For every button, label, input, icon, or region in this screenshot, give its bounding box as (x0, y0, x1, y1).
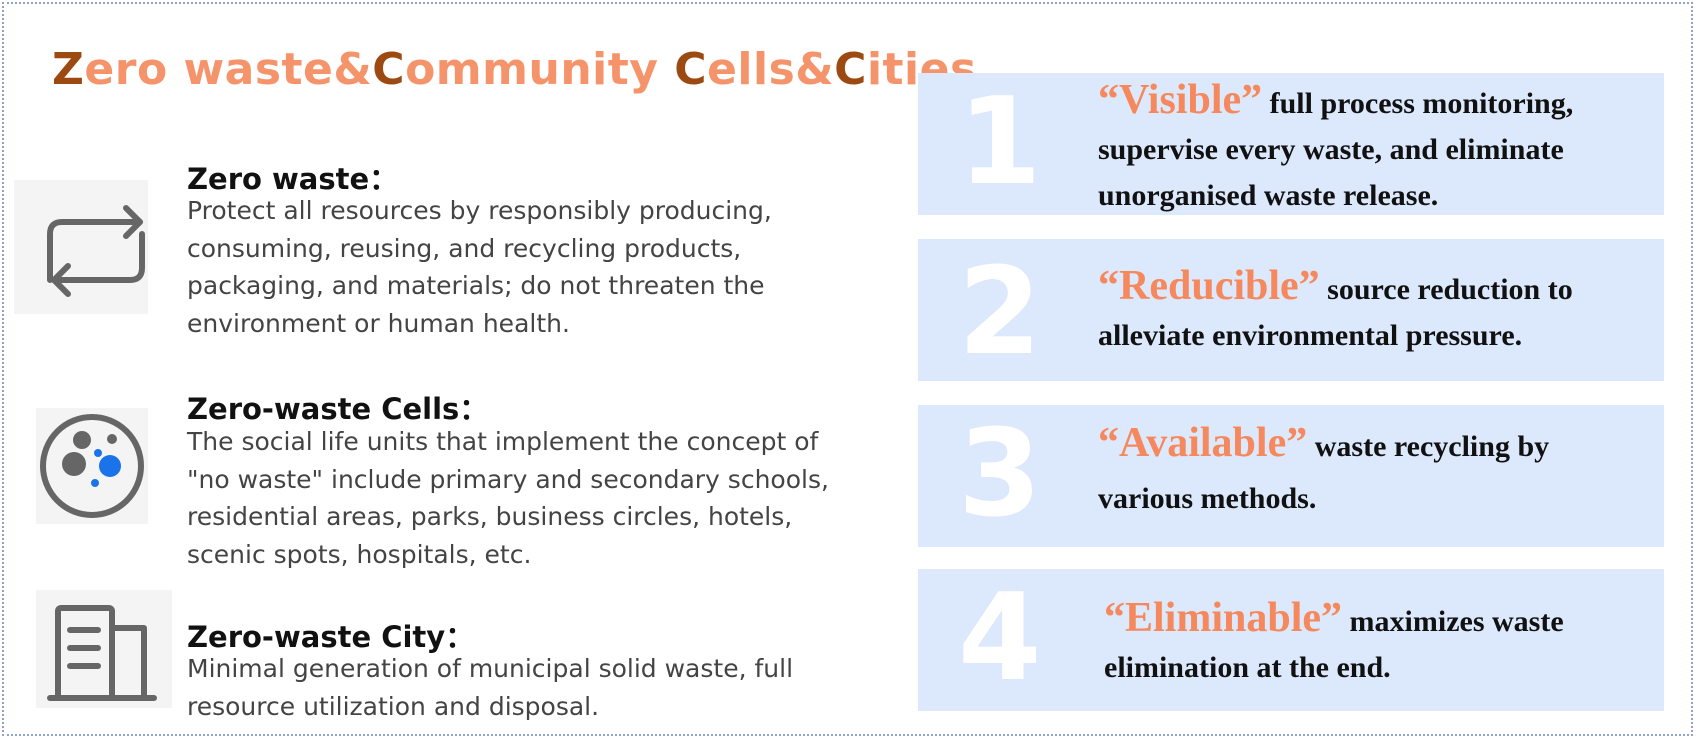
card-description: maximizes waste elimination at the end. (1104, 605, 1564, 684)
card-text: “Visible” full process monitoring, super… (1098, 77, 1644, 219)
card-number: 2 (958, 243, 1042, 382)
item-description-zero-waste: Protect all resources by responsibly pro… (187, 196, 772, 338)
title-letter-c: C (674, 44, 708, 95)
card-text: “Reducible” source reduction to alleviat… (1098, 263, 1644, 359)
principle-card-visible: 1 “Visible” full process monitoring, sup… (918, 73, 1664, 215)
item-heading-zero-waste-cells: Zero-waste Cells： (187, 392, 489, 426)
card-keyword: “Eliminable” (1104, 595, 1343, 641)
card-text: “Available” waste recycling by various m… (1098, 417, 1644, 525)
card-text: “Eliminable” maximizes waste elimination… (1104, 595, 1644, 691)
card-description: source reduction to alleviate environmen… (1098, 273, 1573, 352)
card-keyword: “Visible” (1098, 77, 1263, 123)
card-keyword: “Available” (1098, 420, 1308, 466)
card-number: 3 (958, 405, 1042, 544)
city-building-icon (36, 590, 172, 708)
principle-card-available: 3 “Available” waste recycling by various… (918, 405, 1664, 547)
title-letter-c: C (834, 44, 867, 95)
card-number: 1 (958, 73, 1042, 212)
recycle-arrows-icon (14, 180, 148, 314)
card-number: 4 (958, 569, 1042, 708)
title-part: ero waste& (84, 44, 373, 95)
page-title: Zero waste&Community Cells&Cities (52, 44, 977, 95)
principle-card-eliminable: 4 “Eliminable” maximizes waste eliminati… (918, 569, 1664, 711)
title-part: ommunity (405, 44, 675, 95)
item-heading-zero-waste-city: Zero-waste City： (187, 620, 475, 654)
card-keyword: “Reducible” (1098, 263, 1320, 309)
card-description: waste recycling by various methods. (1098, 430, 1550, 515)
card-description: full process monitoring, supervise every… (1098, 87, 1574, 212)
principle-card-reducible: 2 “Reducible” source reduction to allevi… (918, 239, 1664, 381)
cell-circle-icon (36, 408, 148, 524)
item-description-zero-waste-city: Minimal generation of municipal solid wa… (187, 654, 794, 721)
item-description-zero-waste-cells: The social life units that implement the… (187, 427, 829, 569)
title-letter-z: Z (52, 44, 85, 95)
title-part: ells& (707, 44, 835, 95)
title-letter-c: C (372, 44, 406, 95)
item-heading-zero-waste: Zero waste： (187, 162, 399, 196)
